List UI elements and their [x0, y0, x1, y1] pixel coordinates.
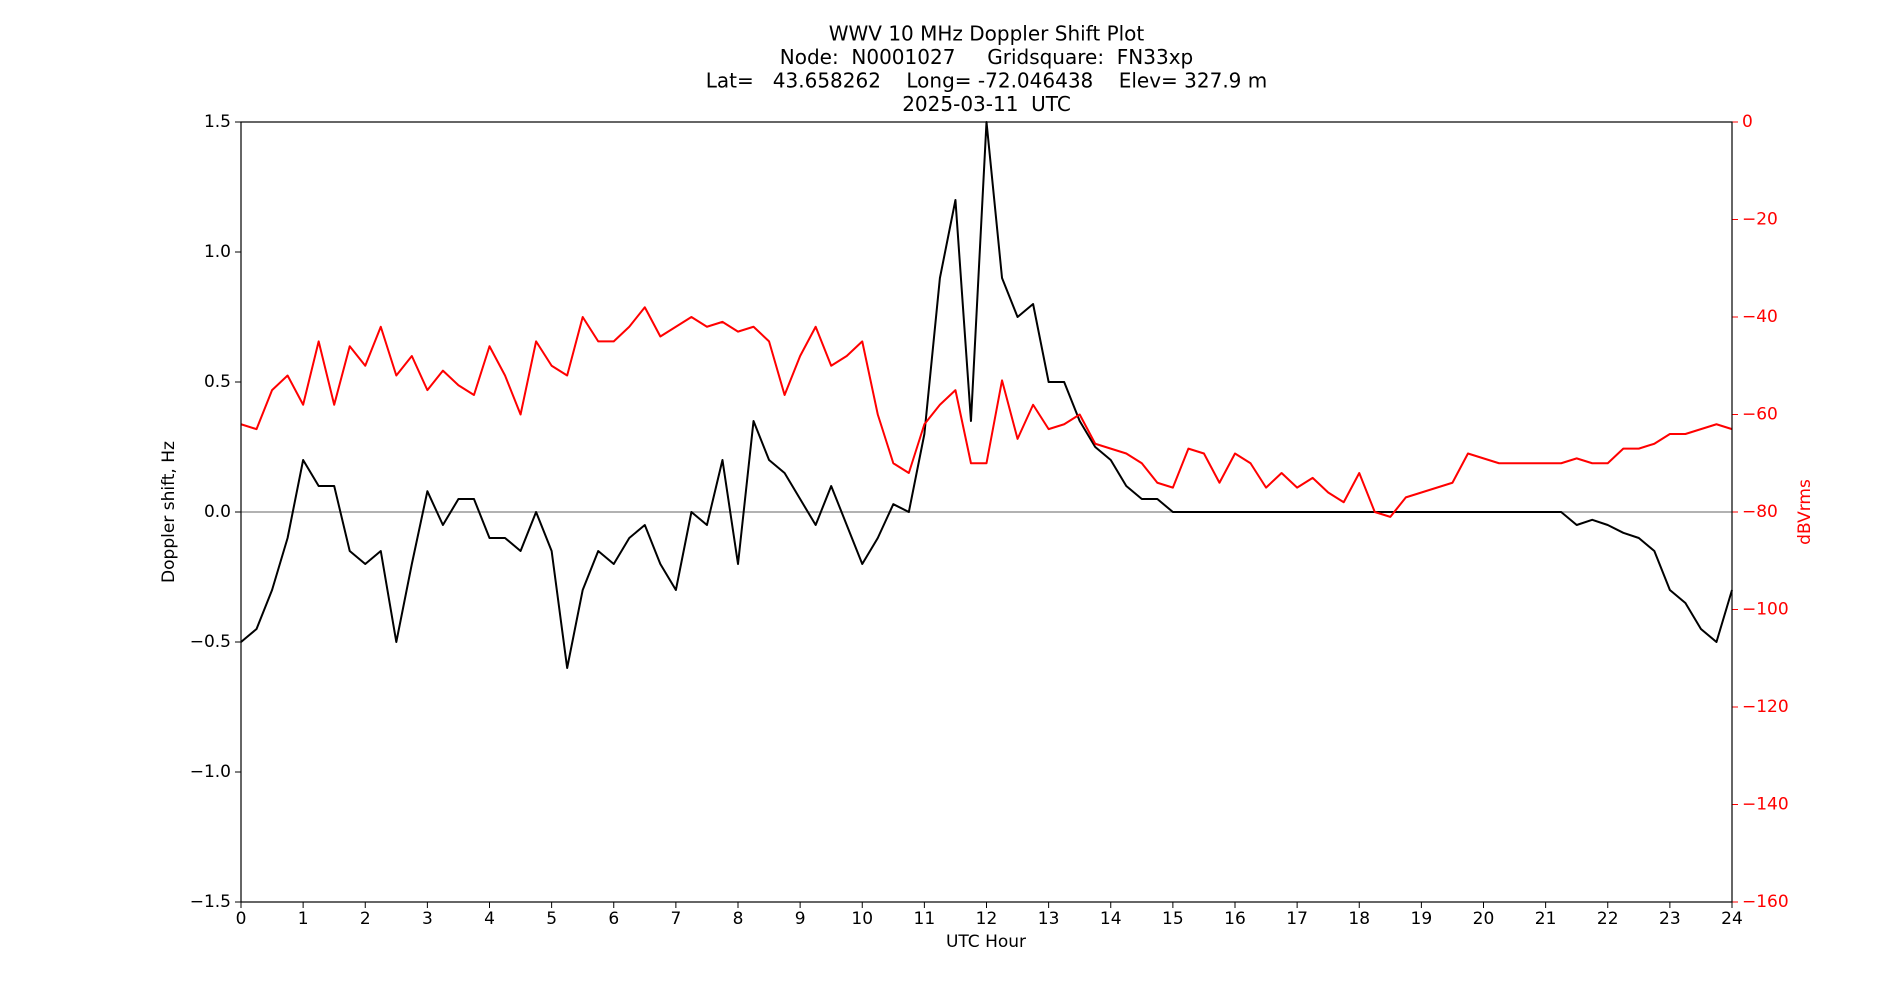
x-tick-label: 20: [1473, 909, 1495, 929]
x-tick-label: 2: [360, 909, 371, 929]
x-tick-label: 11: [914, 909, 936, 929]
y2-tick-label: −100: [1742, 600, 1789, 620]
y2-tick-label: −140: [1742, 795, 1789, 815]
x-tick-label: 19: [1411, 909, 1433, 929]
y-tick-label: 1.0: [204, 242, 231, 262]
y2-tick-label: −80: [1742, 502, 1778, 522]
x-tick-label: 6: [608, 909, 619, 929]
data-line: [240, 121, 1733, 669]
y2-axis-label: dBVrms: [1795, 479, 1815, 545]
x-tick-label: 12: [976, 909, 998, 929]
x-tick-label: 1: [298, 909, 309, 929]
x-tick-label: 14: [1100, 909, 1122, 929]
y-tick-label: −1.5: [190, 892, 231, 912]
y-tick-label: 0.5: [204, 372, 231, 392]
y2-tick-label: −120: [1742, 697, 1789, 717]
chart-title: WWV 10 MHz Doppler Shift Plot: [829, 22, 1145, 46]
x-tick-label: 15: [1162, 909, 1184, 929]
x-tick-label: 4: [484, 909, 495, 929]
x-tick-label: 8: [733, 909, 744, 929]
x-tick-label: 0: [236, 909, 247, 929]
x-tick-label: 9: [795, 909, 806, 929]
chart-title: 2025-03-11 UTC: [902, 92, 1071, 116]
x-tick-label: 3: [422, 909, 433, 929]
plot-frame: [240, 121, 1733, 903]
x-axis-label: UTC Hour: [946, 932, 1026, 952]
y-tick-label: 1.5: [204, 112, 231, 132]
x-tick-label: 16: [1224, 909, 1246, 929]
x-tick-label: 5: [546, 909, 557, 929]
y2-tick-label: 0: [1742, 112, 1753, 132]
y2-tick-label: −160: [1742, 892, 1789, 912]
x-tick-label: 21: [1535, 909, 1557, 929]
y-tick-label: −1.0: [190, 762, 231, 782]
y-tick-label: 0.0: [204, 502, 231, 522]
data-line: [240, 306, 1733, 518]
chart-title: Lat= 43.658262 Long= -72.046438 Elev= 32…: [706, 69, 1268, 93]
x-tick-label: 17: [1286, 909, 1308, 929]
x-tick-label: 7: [670, 909, 681, 929]
x-tick-label: 24: [1721, 909, 1743, 929]
x-tick-label: 18: [1348, 909, 1370, 929]
x-tick-label: 13: [1038, 909, 1060, 929]
y-tick-label: −0.5: [190, 632, 231, 652]
y2-tick-label: −20: [1742, 210, 1778, 230]
y-axis-label: Doppler shift, Hz: [159, 441, 179, 583]
y2-tick-label: −40: [1742, 307, 1778, 327]
x-tick-label: 22: [1597, 909, 1619, 929]
chart-title: Node: N0001027 Gridsquare: FN33xp: [780, 45, 1193, 69]
y2-tick-label: −60: [1742, 405, 1778, 425]
x-tick-label: 10: [851, 909, 873, 929]
x-tick-label: 23: [1659, 909, 1681, 929]
